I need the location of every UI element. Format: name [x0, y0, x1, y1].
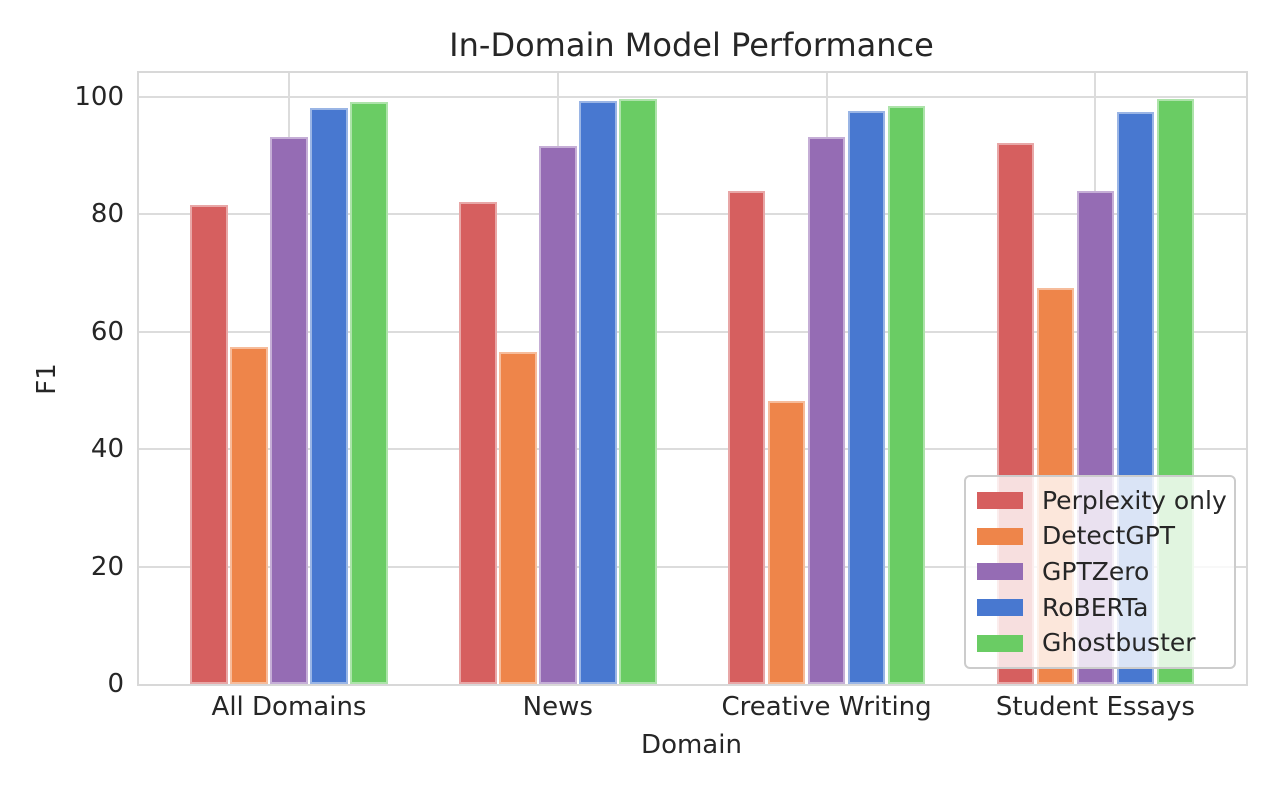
y-axis-label: F1 — [32, 363, 62, 395]
legend-label-perplexity-only: Perplexity only — [1042, 485, 1227, 515]
bar-perplexity-only-all-domains — [190, 205, 228, 684]
legend-label-roberta: RoBERTa — [1042, 592, 1149, 622]
y-tick-label-80: 80 — [90, 199, 124, 229]
legend-swatch-roberta — [977, 599, 1023, 617]
bar-gptzero-news — [539, 146, 577, 684]
y-tick-label-0: 0 — [107, 669, 124, 699]
y-tick-label-40: 40 — [90, 434, 124, 464]
bar-ghostbuster-news — [619, 99, 657, 684]
legend-label-ghostbuster: Ghostbuster — [1042, 628, 1196, 658]
legend-swatch-perplexity-only — [977, 492, 1023, 510]
y-tick-label-60: 60 — [90, 316, 124, 347]
h-gridline-40 — [139, 448, 1246, 450]
chart-title: In-Domain Model Performance — [449, 26, 934, 64]
y-tick-label-20: 20 — [90, 551, 124, 582]
x-tick-label-student-essays: Student Essays — [995, 692, 1195, 722]
right-spine — [1246, 71, 1248, 686]
bar-ghostbuster-creative-writing — [887, 105, 926, 684]
left-spine — [137, 71, 139, 686]
bar-roberta-news — [579, 101, 617, 684]
x-tick-label-all-domains: All Domains — [211, 692, 367, 722]
bar-detectgpt-all-domains — [230, 346, 268, 684]
bar-ghostbuster-all-domains — [350, 102, 388, 684]
h-gridline-100 — [139, 95, 1246, 98]
legend: Perplexity only DetectGPT GPTZero RoBERTa Gh… — [964, 475, 1236, 669]
bar-perplexity-only-news — [459, 201, 497, 684]
bottom-spine — [137, 684, 1248, 686]
y-tick-label-100: 100 — [74, 81, 124, 112]
bar-gptzero-all-domains — [270, 137, 308, 684]
x-tick-label-news: News — [522, 692, 593, 722]
bar-roberta-all-domains — [310, 107, 348, 684]
legend-label-gptzero: GPTZero — [1042, 556, 1150, 586]
legend-item-gptzero: GPTZero — [977, 556, 1223, 586]
bar-perplexity-only-creative-writing — [727, 190, 766, 684]
bar-roberta-creative-writing — [847, 111, 886, 684]
bar-detectgpt-news — [499, 352, 537, 684]
legend-item-perplexity-only: Perplexity only — [977, 486, 1227, 515]
legend-swatch-detectgpt — [977, 527, 1023, 545]
bar-gptzero-creative-writing — [807, 137, 846, 684]
bar-detectgpt-creative-writing — [767, 400, 806, 684]
legend-item-roberta: RoBERTa — [977, 592, 1223, 622]
legend-item-ghostbuster: Ghostbuster — [977, 629, 1223, 657]
h-gridline-80 — [139, 213, 1246, 215]
x-tick-label-creative-writing: Creative Writing — [721, 692, 932, 722]
top-spine — [137, 71, 1248, 73]
x-axis-label: Domain — [641, 730, 742, 760]
h-gridline-20 — [139, 565, 1246, 568]
legend-swatch-gptzero — [977, 563, 1023, 581]
legend-item-detectgpt: DetectGPT — [977, 522, 1223, 550]
h-gridline-60 — [139, 330, 1246, 333]
legend-label-detectgpt: DetectGPT — [1042, 521, 1176, 551]
legend-swatch-ghostbuster — [977, 634, 1023, 652]
